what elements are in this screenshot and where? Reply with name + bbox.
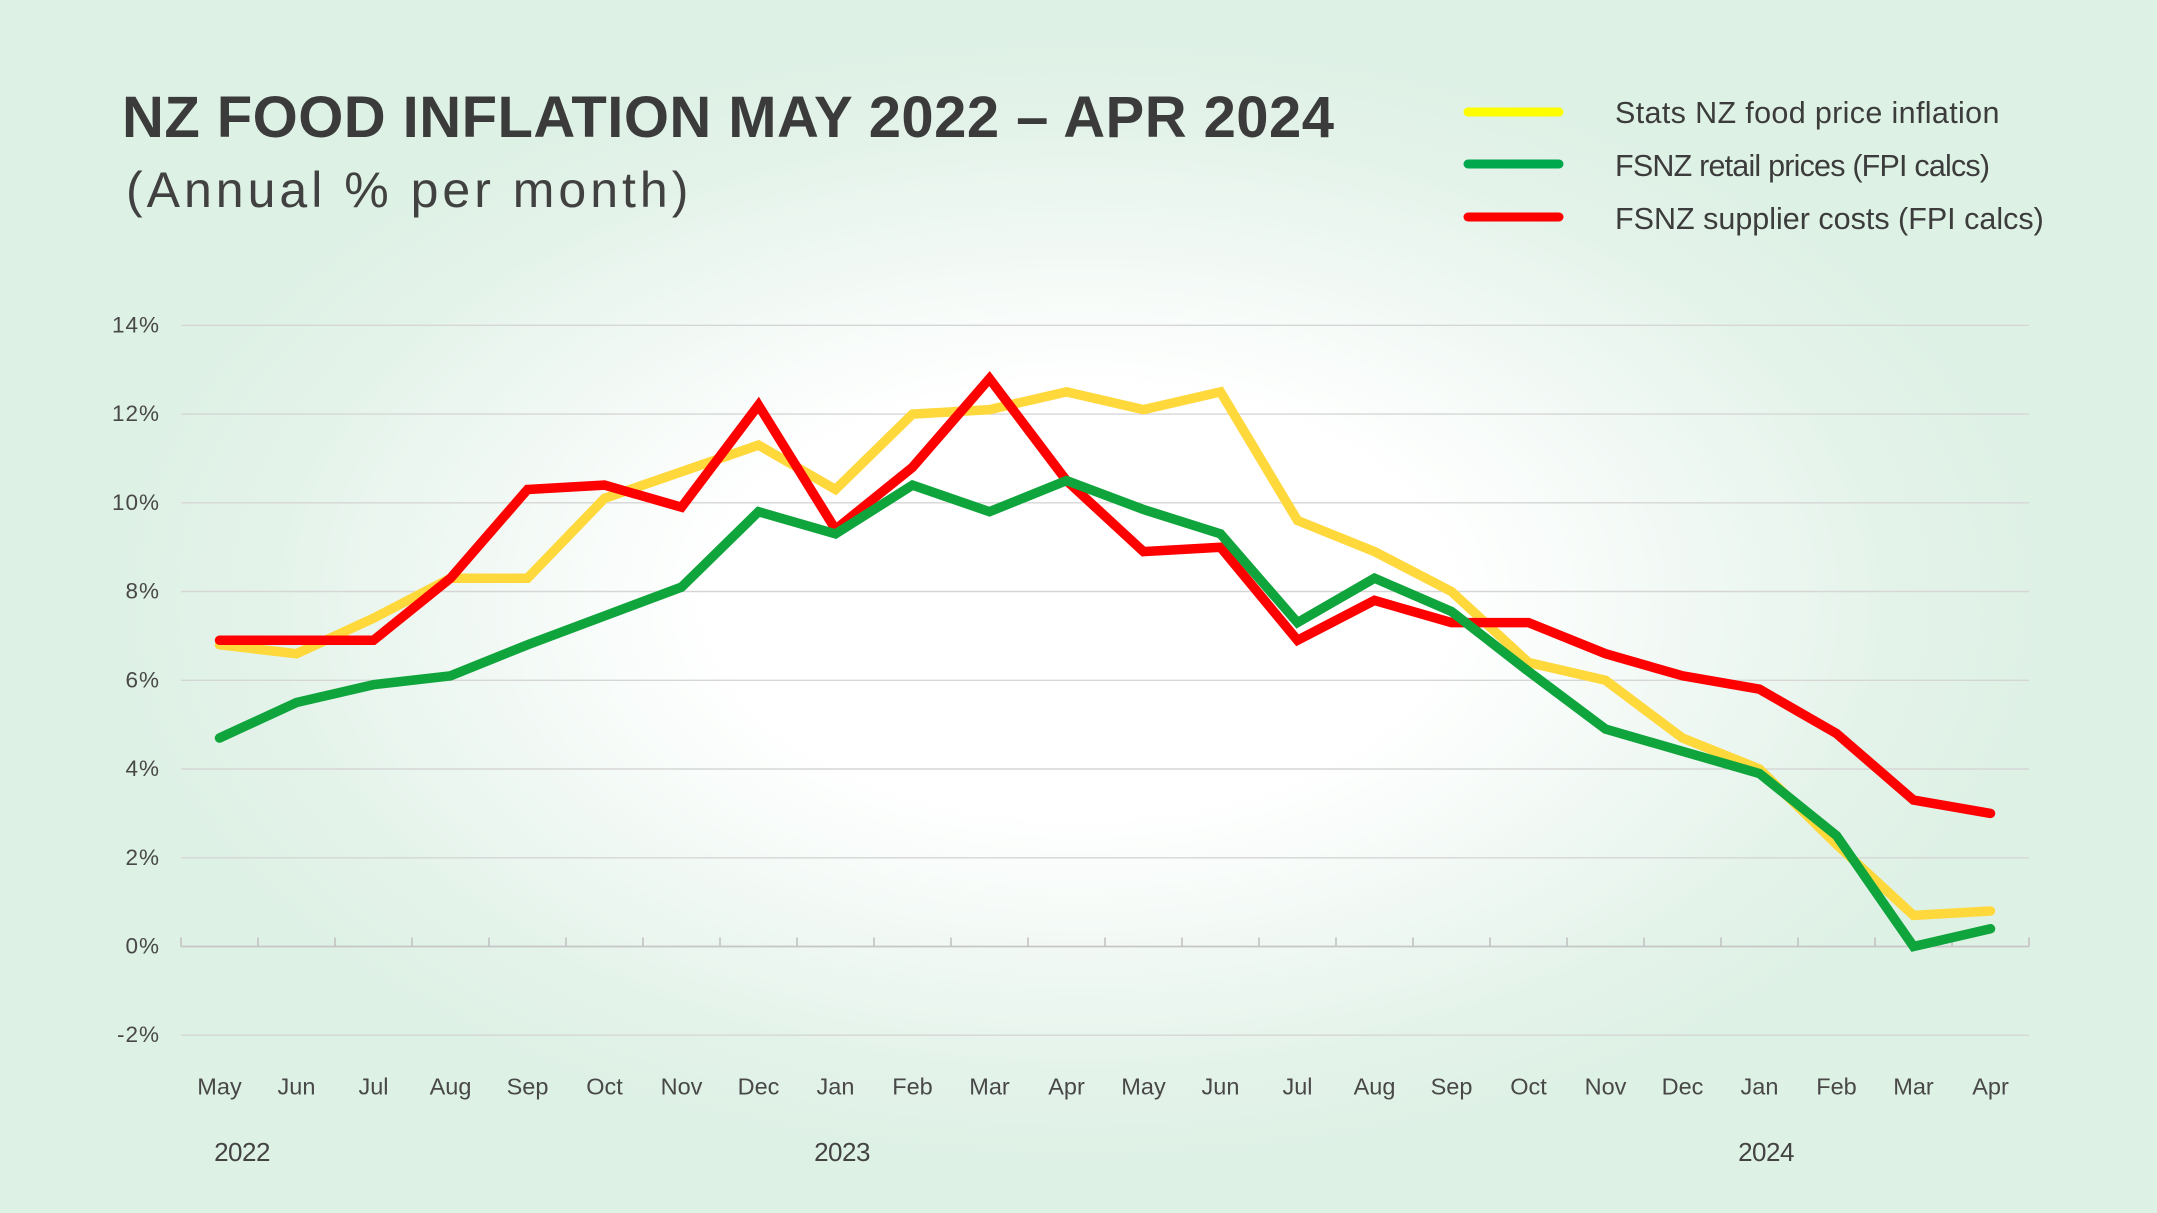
svg-text:Sep: Sep <box>507 1074 549 1100</box>
svg-text:Feb: Feb <box>1816 1074 1857 1100</box>
svg-text:Jun: Jun <box>278 1074 316 1100</box>
svg-text:Jul: Jul <box>1282 1074 1312 1100</box>
svg-text:8%: 8% <box>125 579 160 604</box>
svg-text:Nov: Nov <box>1585 1074 1627 1100</box>
svg-text:Aug: Aug <box>1354 1074 1396 1100</box>
svg-text:FSNZ retail prices (FPI calcs): FSNZ retail prices (FPI calcs) <box>1615 149 1989 183</box>
svg-text:Nov: Nov <box>661 1074 703 1100</box>
svg-text:Apr: Apr <box>1972 1074 2009 1100</box>
svg-text:14%: 14% <box>112 312 160 337</box>
svg-text:-2%: -2% <box>117 1022 160 1047</box>
svg-text:Dec: Dec <box>1662 1074 1704 1100</box>
svg-text:2%: 2% <box>125 845 160 870</box>
svg-text:Sep: Sep <box>1431 1074 1473 1100</box>
svg-text:2022: 2022 <box>214 1137 270 1167</box>
svg-text:Oct: Oct <box>1510 1074 1547 1100</box>
svg-text:12%: 12% <box>112 401 160 426</box>
svg-text:Dec: Dec <box>738 1074 780 1100</box>
svg-text:2024: 2024 <box>1738 1137 1794 1167</box>
svg-text:Apr: Apr <box>1048 1074 1085 1100</box>
svg-text:2023: 2023 <box>814 1137 870 1167</box>
svg-text:4%: 4% <box>125 756 160 781</box>
svg-text:Aug: Aug <box>430 1074 472 1100</box>
svg-text:Mar: Mar <box>1893 1074 1934 1100</box>
svg-text:6%: 6% <box>125 667 160 692</box>
svg-text:Jan: Jan <box>817 1074 855 1100</box>
svg-text:NZ FOOD INFLATION MAY 2022 – A: NZ FOOD INFLATION MAY 2022 – APR 2024 <box>122 85 1334 150</box>
svg-text:Jan: Jan <box>1741 1074 1779 1100</box>
svg-text:May: May <box>197 1074 242 1100</box>
svg-text:Feb: Feb <box>892 1074 933 1100</box>
svg-text:Jun: Jun <box>1202 1074 1240 1100</box>
svg-text:Oct: Oct <box>586 1074 623 1100</box>
svg-text:FSNZ supplier costs (FPI calcs: FSNZ supplier costs (FPI calcs) <box>1615 202 2044 236</box>
svg-text:0%: 0% <box>125 934 160 959</box>
svg-text:Mar: Mar <box>969 1074 1010 1100</box>
svg-text:(Annual % per month): (Annual % per month) <box>126 162 692 218</box>
svg-text:Jul: Jul <box>358 1074 388 1100</box>
svg-text:10%: 10% <box>112 490 160 515</box>
svg-text:Stats NZ food price inflation: Stats NZ food price inflation <box>1615 96 2000 130</box>
svg-text:May: May <box>1121 1074 1166 1100</box>
